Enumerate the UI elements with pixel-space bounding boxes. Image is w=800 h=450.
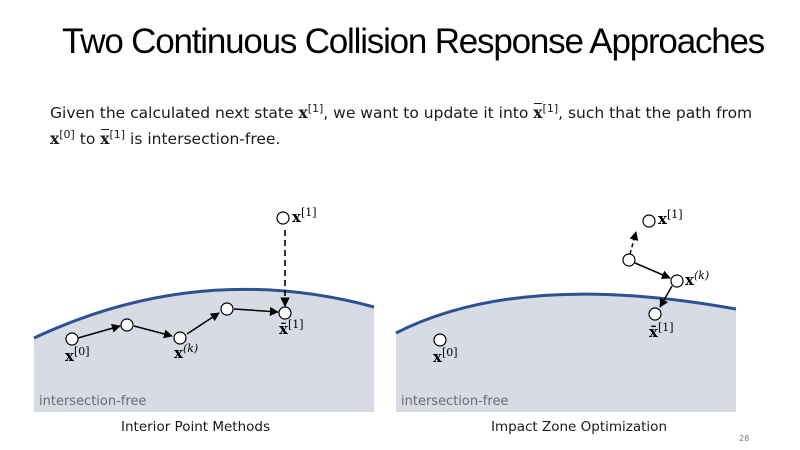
xbar-symbol: x xyxy=(100,129,110,148)
right-path-segment xyxy=(634,262,671,279)
left-node-x0 xyxy=(65,332,79,346)
x-symbol: x xyxy=(50,129,60,148)
left-node-x1 xyxy=(276,211,290,225)
left-path-segment xyxy=(133,325,173,339)
right-panel: x[0] x[1] x(k) x̄[1] intersection-free xyxy=(395,208,737,412)
left-region-label: intersection-free xyxy=(39,394,146,409)
x-symbol: x xyxy=(298,103,308,122)
xbar-symbol: x xyxy=(533,103,543,122)
left-node-4 xyxy=(220,302,234,316)
right-node-xk xyxy=(670,274,684,288)
left-panel: x[0] x(k) x̄[1] x[1] intersection-free xyxy=(33,206,375,412)
left-label-xk: x(k) xyxy=(174,342,198,362)
left-path-segment xyxy=(233,306,279,316)
slide-title: Two Continuous Collision Response Approa… xyxy=(62,22,765,61)
left-node-2 xyxy=(120,318,134,332)
left-free-region xyxy=(34,289,374,412)
right-label-x1: x[1] xyxy=(658,208,683,228)
left-caption: Interior Point Methods xyxy=(121,419,271,435)
right-surface-line xyxy=(395,292,737,335)
left-label-xbar1: x̄[1] xyxy=(279,318,304,338)
right-node-x0 xyxy=(433,333,447,347)
left-node-xbar1 xyxy=(278,306,292,320)
right-region-label: intersection-free xyxy=(401,394,508,409)
left-label-x1: x[1] xyxy=(292,206,317,226)
right-path-segment xyxy=(659,285,673,308)
right-node-3 xyxy=(622,253,636,267)
right-node-xbar1 xyxy=(648,307,662,321)
right-label-x0: x[0] xyxy=(433,346,458,366)
left-surface-line xyxy=(33,287,375,340)
left-path-segment xyxy=(77,323,121,339)
left-label-x0: x[0] xyxy=(65,345,90,365)
right-caption: Impact Zone Optimization xyxy=(491,419,668,435)
page-number: 28 xyxy=(739,434,750,443)
intro-text: Given the calculated next state x[1], we… xyxy=(50,102,753,148)
right-label-xk: x(k) xyxy=(685,269,709,289)
right-label-xbar1: x̄[1] xyxy=(649,321,674,341)
right-free-region xyxy=(396,294,736,412)
left-node-xk xyxy=(173,331,187,345)
left-path-segment xyxy=(186,312,220,335)
right-path-segment xyxy=(629,231,639,255)
right-node-x1 xyxy=(642,214,656,228)
